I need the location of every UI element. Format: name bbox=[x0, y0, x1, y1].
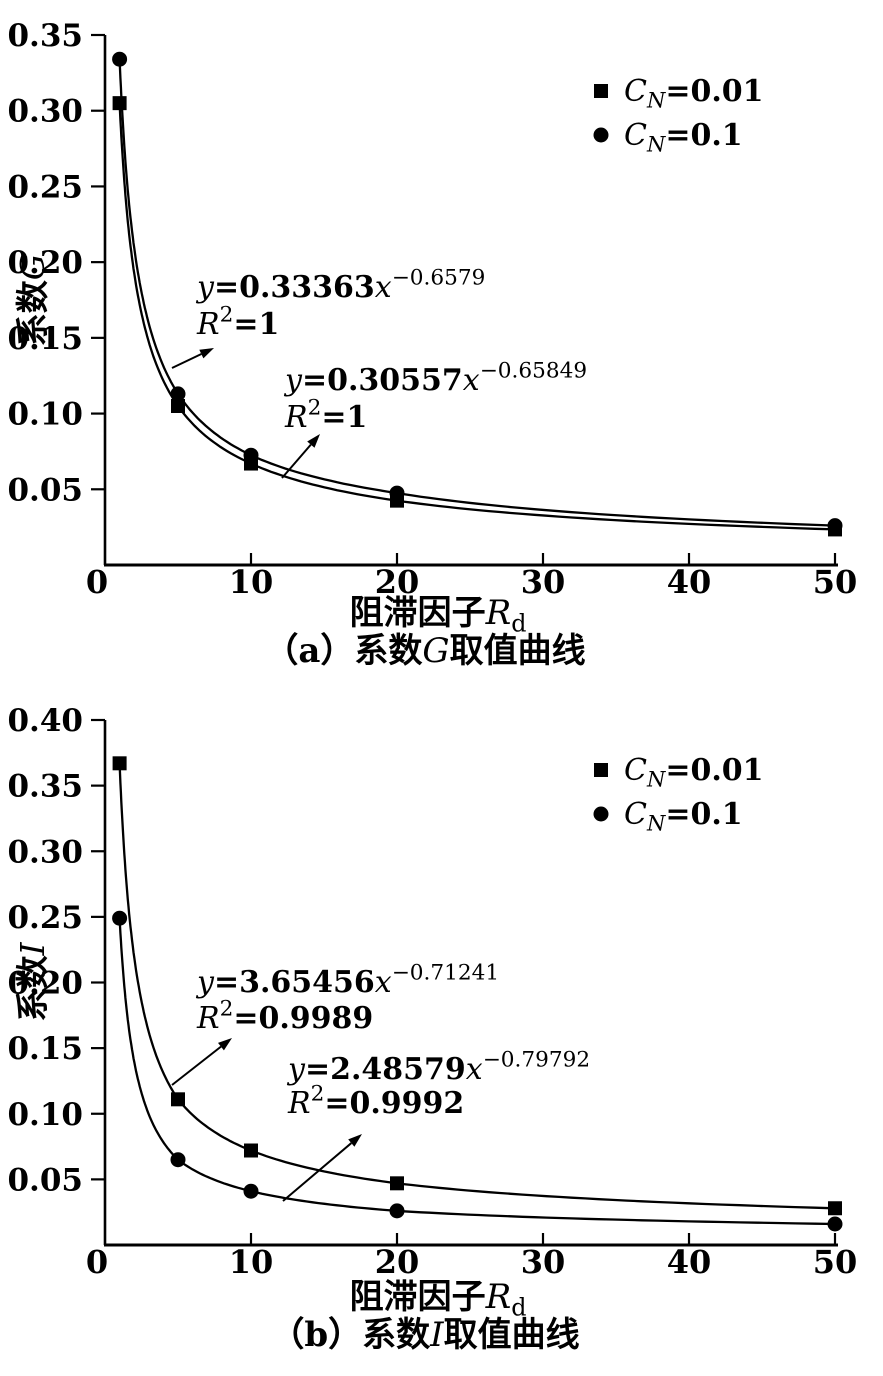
x-axis-title: 阻滞因子Rd bbox=[350, 1277, 527, 1322]
y-tick-label: 0.15 bbox=[7, 321, 83, 357]
annotation-arrowhead-icon bbox=[199, 348, 214, 359]
fit-curve bbox=[118, 918, 836, 1226]
y-tick-label: 0.25 bbox=[7, 169, 83, 205]
y-tick-label: 0.40 bbox=[7, 703, 83, 739]
x-tick-label: 40 bbox=[667, 1243, 712, 1281]
series-square bbox=[112, 756, 842, 1216]
axes bbox=[91, 718, 838, 1247]
legend-label: CN=0.1 bbox=[624, 797, 743, 836]
annotation-arrow-line bbox=[171, 1045, 222, 1086]
data-point-circle-icon bbox=[827, 1216, 843, 1232]
data-point-circle-icon bbox=[170, 1152, 186, 1168]
axes bbox=[91, 33, 838, 567]
r-squared: R2=0.9992 bbox=[287, 1081, 464, 1121]
chart-b-svg: 0.05 0.10 0.15 0.20 0.25 0.30 0.35 0.40 0 10 20 30 4… bbox=[7, 703, 857, 1355]
data-point-square-icon bbox=[171, 399, 185, 413]
y-axis-title: 系数I bbox=[13, 942, 52, 1022]
y-tick-label: 0.10 bbox=[7, 397, 83, 433]
annotation-arrowhead-icon bbox=[348, 1134, 362, 1147]
chart-caption: （b）系数I取值曲线 bbox=[270, 1315, 579, 1355]
legend-square-marker-icon bbox=[594, 84, 608, 98]
x-tick-label: 40 bbox=[667, 563, 712, 601]
legend-circle-marker-icon bbox=[593, 127, 609, 143]
annotation-arrowhead-icon bbox=[307, 434, 320, 448]
fit-equation: y=0.30557x−0.65849 bbox=[283, 358, 587, 398]
x-tick-label: 50 bbox=[813, 563, 858, 601]
fit-equation: y=2.48579x−0.79792 bbox=[286, 1047, 590, 1087]
chart-a: 0.05 0.10 0.15 0.20 0.25 0.30 0.35 0 10 20 30 40 50 C… bbox=[7, 18, 857, 671]
origin-tick-label: 0 bbox=[86, 1243, 108, 1281]
chart-caption: （a）系数G取值曲线 bbox=[264, 631, 585, 671]
x-tick-label: 10 bbox=[229, 563, 274, 601]
legend-label: CN=0.01 bbox=[624, 74, 764, 113]
y-tick-label: 0.15 bbox=[7, 1031, 83, 1067]
legend-label: CN=0.1 bbox=[624, 118, 743, 157]
series-circle bbox=[112, 910, 843, 1232]
series-circle bbox=[112, 51, 843, 534]
x-axis-title: 阻滞因子Rd bbox=[350, 593, 527, 638]
legend: CN=0.01 CN=0.1 bbox=[593, 753, 764, 836]
annotation-arrow-line bbox=[281, 443, 312, 479]
legend: CN=0.01 CN=0.1 bbox=[593, 74, 764, 157]
r-squared: R2=1 bbox=[196, 302, 279, 342]
data-point-square-icon bbox=[112, 756, 127, 771]
y-tick-label: 0.35 bbox=[7, 769, 83, 805]
fit-curve bbox=[118, 103, 836, 531]
fit-curve bbox=[118, 763, 836, 1210]
chart-a-svg: 0.05 0.10 0.15 0.20 0.25 0.30 0.35 0 10 20 30 40 50 C… bbox=[7, 18, 857, 671]
fit-equation: y=3.65456x−0.71241 bbox=[195, 960, 499, 1000]
data-point-square-icon bbox=[390, 1176, 404, 1191]
fit-curve bbox=[118, 59, 836, 527]
annotation-arrow-line bbox=[171, 353, 202, 369]
data-point-circle-icon bbox=[243, 447, 259, 463]
y-tick-label: 0.20 bbox=[7, 966, 83, 1002]
x-tick-label: 50 bbox=[813, 1243, 858, 1281]
y-tick-label: 0.30 bbox=[7, 834, 83, 870]
legend-circle-marker-icon bbox=[593, 806, 609, 822]
data-point-square-icon bbox=[244, 1143, 258, 1158]
y-tick-label: 0.05 bbox=[7, 472, 83, 508]
y-tick-label: 0.25 bbox=[7, 900, 83, 936]
data-point-square-icon bbox=[171, 1092, 185, 1107]
data-point-circle-icon bbox=[243, 1183, 259, 1199]
legend-label: CN=0.01 bbox=[624, 753, 764, 792]
data-point-circle-icon bbox=[112, 51, 128, 67]
data-point-circle-icon bbox=[170, 386, 186, 402]
origin-tick-label: 0 bbox=[86, 563, 108, 601]
data-point-circle-icon bbox=[389, 1203, 405, 1219]
data-point-square-icon bbox=[828, 1201, 842, 1216]
y-axis-title: 系数G bbox=[13, 254, 52, 346]
y-tick-label: 0.05 bbox=[7, 1162, 83, 1198]
y-tick-label: 0.20 bbox=[7, 245, 83, 281]
x-tick-label: 30 bbox=[521, 1243, 566, 1281]
x-tick-label: 20 bbox=[375, 563, 420, 601]
y-tick-label: 0.30 bbox=[7, 94, 83, 130]
data-point-square-icon bbox=[112, 96, 127, 111]
legend-square-marker-icon bbox=[594, 763, 608, 777]
annotation-arrow-line bbox=[282, 1142, 352, 1202]
data-point-circle-icon bbox=[827, 518, 843, 534]
x-tick-label: 30 bbox=[521, 563, 566, 601]
fit-equation: y=0.33363x−0.6579 bbox=[195, 265, 485, 305]
r-squared: R2=0.9989 bbox=[196, 996, 373, 1036]
tick-labels: 0.05 0.10 0.15 0.20 0.25 0.30 0.35 0.40 0 10 20 30 4… bbox=[7, 703, 857, 1281]
data-point-circle-icon bbox=[112, 910, 128, 926]
x-tick-label: 20 bbox=[375, 1243, 420, 1281]
annotation-arrowhead-icon bbox=[218, 1038, 232, 1051]
r-squared: R2=1 bbox=[284, 395, 367, 435]
data-point-circle-icon bbox=[389, 485, 405, 501]
y-tick-label: 0.10 bbox=[7, 1097, 83, 1133]
x-tick-label: 10 bbox=[229, 1243, 274, 1281]
y-tick-label: 0.35 bbox=[7, 18, 83, 54]
tick-labels: 0.05 0.10 0.15 0.20 0.25 0.30 0.35 0 10 20 30 40 50 bbox=[7, 18, 857, 601]
chart-b: 0.05 0.10 0.15 0.20 0.25 0.30 0.35 0.40 0 10 20 30 4… bbox=[0, 690, 883, 1376]
